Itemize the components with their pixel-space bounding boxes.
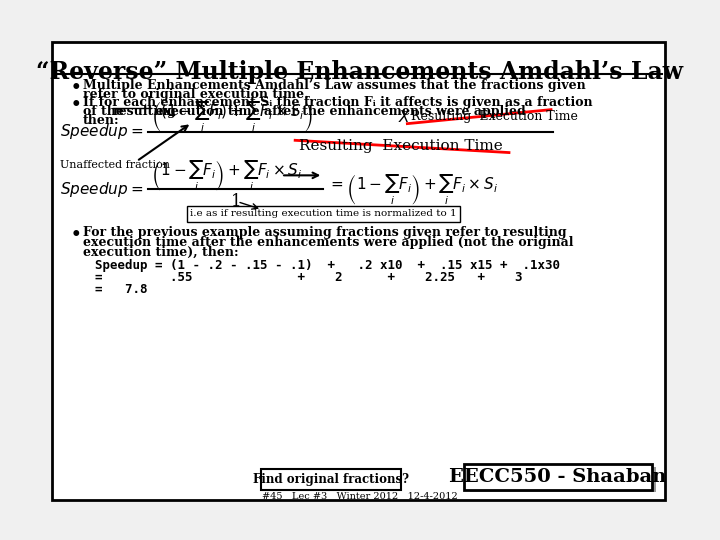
Text: $\left((1-\sum_i F_i)+\sum_i F_i \times S_i\right)$: $\left((1-\sum_i F_i)+\sum_i F_i \times … bbox=[151, 99, 313, 134]
Text: Resulting  Execution Time: Resulting Execution Time bbox=[411, 110, 577, 123]
Text: $\mathit{Speedup} =$: $\mathit{Speedup} =$ bbox=[60, 122, 143, 141]
Text: $=\left(1-\sum_i F_i\right)+\sum_i F_i \times S_i$: $=\left(1-\sum_i F_i\right)+\sum_i F_i \… bbox=[328, 172, 498, 207]
Text: EECC550 - Shaaban: EECC550 - Shaaban bbox=[449, 468, 667, 486]
Text: Find original fractions?: Find original fractions? bbox=[253, 473, 409, 486]
Text: =   7.8: = 7.8 bbox=[95, 283, 148, 296]
Text: execution time after the enhancements were applied: execution time after the enhancements we… bbox=[151, 105, 526, 118]
Text: refer to original execution time.: refer to original execution time. bbox=[83, 87, 309, 101]
Text: of the: of the bbox=[83, 105, 128, 118]
Text: then:: then: bbox=[83, 114, 120, 127]
Text: i.e as if resulting execution time is normalized to 1: i.e as if resulting execution time is no… bbox=[190, 210, 456, 218]
Text: Resulting  Execution Time: Resulting Execution Time bbox=[299, 139, 503, 153]
Text: For the previous example assuming fractions given refer to resulting: For the previous example assuming fracti… bbox=[83, 226, 567, 239]
Text: $\mathit{Speedup} =$: $\mathit{Speedup} =$ bbox=[60, 180, 143, 199]
Text: execution time after the enhancements were applied (not the original: execution time after the enhancements we… bbox=[83, 236, 574, 249]
Text: •: • bbox=[71, 79, 81, 96]
Text: Speedup = (1 - .2 - .15 - .1)  +   .2 x10  +  .15 x15 +  .1x30: Speedup = (1 - .2 - .15 - .1) + .2 x10 +… bbox=[95, 259, 560, 272]
Text: =         .55              +    2      +    2.25   +    3: = .55 + 2 + 2.25 + 3 bbox=[95, 271, 523, 284]
Text: resulting: resulting bbox=[113, 105, 176, 118]
Text: #45   Lec #3   Winter 2012   12-4-2012: #45 Lec #3 Winter 2012 12-4-2012 bbox=[262, 492, 458, 502]
FancyBboxPatch shape bbox=[464, 464, 652, 490]
Text: $\left(1-\sum_i F_i\right)+\sum_i F_i \times S_i$: $\left(1-\sum_i F_i\right)+\sum_i F_i \t… bbox=[151, 158, 303, 193]
Text: execution time), then:: execution time), then: bbox=[83, 246, 239, 259]
Text: Multiple Enhancements Amdahl’s Law assumes that the fractions given: Multiple Enhancements Amdahl’s Law assum… bbox=[83, 79, 586, 92]
Text: •: • bbox=[71, 226, 81, 243]
Text: “Reverse” Multiple Enhancements Amdahl’s Law: “Reverse” Multiple Enhancements Amdahl’s… bbox=[37, 59, 683, 84]
FancyBboxPatch shape bbox=[470, 467, 656, 492]
Text: Unaffected fraction: Unaffected fraction bbox=[60, 160, 170, 170]
Text: If for each enhancement Sᵢ the fraction Fᵢ it affects is given as a fraction: If for each enhancement Sᵢ the fraction … bbox=[83, 97, 593, 110]
FancyBboxPatch shape bbox=[261, 469, 401, 490]
FancyBboxPatch shape bbox=[52, 42, 665, 500]
Text: $X$: $X$ bbox=[397, 109, 411, 125]
Text: •: • bbox=[71, 97, 81, 113]
Text: 1: 1 bbox=[231, 193, 242, 210]
